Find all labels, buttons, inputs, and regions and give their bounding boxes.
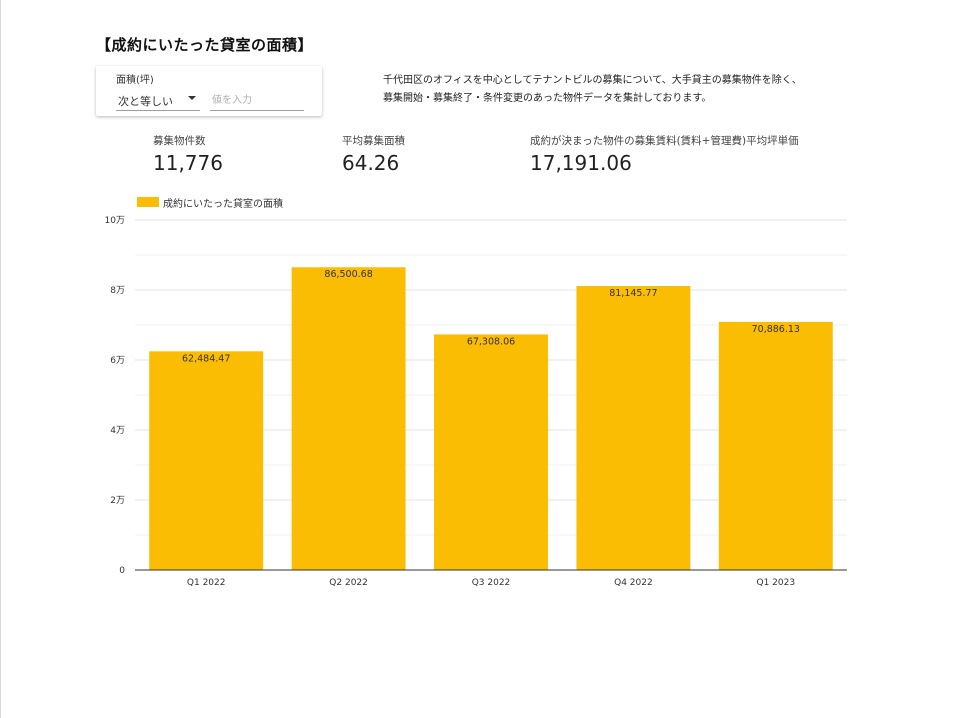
data-label: 67,308.06 [467, 336, 515, 347]
filter-operator-dropdown[interactable]: 次と等しい [116, 90, 200, 111]
scorecard-listing-count: 募集物件数 11,776 [153, 133, 223, 175]
scorecard-average-rent: 成約が決まった物件の募集賃料(賃料+管理費)平均坪単価 17,191.06 [530, 133, 799, 175]
data-label: 70,886.13 [752, 324, 800, 335]
legend-label: 成約にいたった貸室の面積 [163, 199, 283, 210]
filter-operator-value: 次と等しい [118, 95, 173, 108]
bar [434, 334, 548, 570]
scorecard-average-area: 平均募集面積 64.26 [342, 133, 405, 175]
scorecard-label: 平均募集面積 [342, 135, 405, 147]
x-tick-label: Q4 2022 [614, 578, 653, 588]
y-tick-label: 10万 [105, 216, 125, 226]
area-filter-control: 面積(坪) 次と等しい [96, 66, 322, 116]
caret-down-icon [188, 96, 196, 100]
x-tick-label: Q3 2022 [472, 578, 511, 588]
data-label: 62,484.47 [182, 353, 230, 364]
x-tick-label: Q2 2022 [329, 578, 368, 588]
y-tick-label: 2万 [110, 496, 125, 506]
scorecard-value: 11,776 [153, 151, 223, 175]
description-text: 千代田区のオフィスを中心としてテナントビルの募集について、大手貸主の募集物件を除… [383, 72, 863, 108]
bar [576, 285, 691, 570]
bar [291, 267, 406, 570]
scorecard-value: 17,191.06 [530, 151, 632, 175]
data-label: 86,500.68 [324, 269, 372, 280]
y-tick-label: 6万 [110, 356, 125, 366]
x-tick-label: Q1 2023 [757, 578, 796, 588]
scorecard-label: 募集物件数 [153, 135, 206, 147]
description-line-2: 募集開始・募集終了・条件変更のあった物件データを集計しております。 [383, 93, 712, 104]
bar [718, 321, 833, 570]
left-border [0, 0, 1, 718]
description-line-1: 千代田区のオフィスを中心としてテナントビルの募集について、大手貸主の募集物件を除… [383, 75, 802, 86]
y-tick-label: 8万 [110, 286, 125, 296]
y-tick-label: 0 [119, 566, 125, 576]
x-tick-label: Q1 2022 [187, 578, 226, 588]
bar [149, 351, 264, 570]
scorecard-label: 成約が決まった物件の募集賃料(賃料+管理費)平均坪単価 [530, 135, 799, 147]
filter-value-input[interactable] [210, 90, 304, 111]
scorecard-value: 64.26 [342, 151, 400, 175]
data-label: 81,145.77 [609, 288, 657, 299]
y-tick-label: 4万 [110, 426, 125, 436]
page-title: 【成約にいたった貸室の面積】 [96, 36, 314, 54]
legend-swatch [137, 197, 159, 207]
filter-label: 面積(坪) [116, 75, 154, 86]
